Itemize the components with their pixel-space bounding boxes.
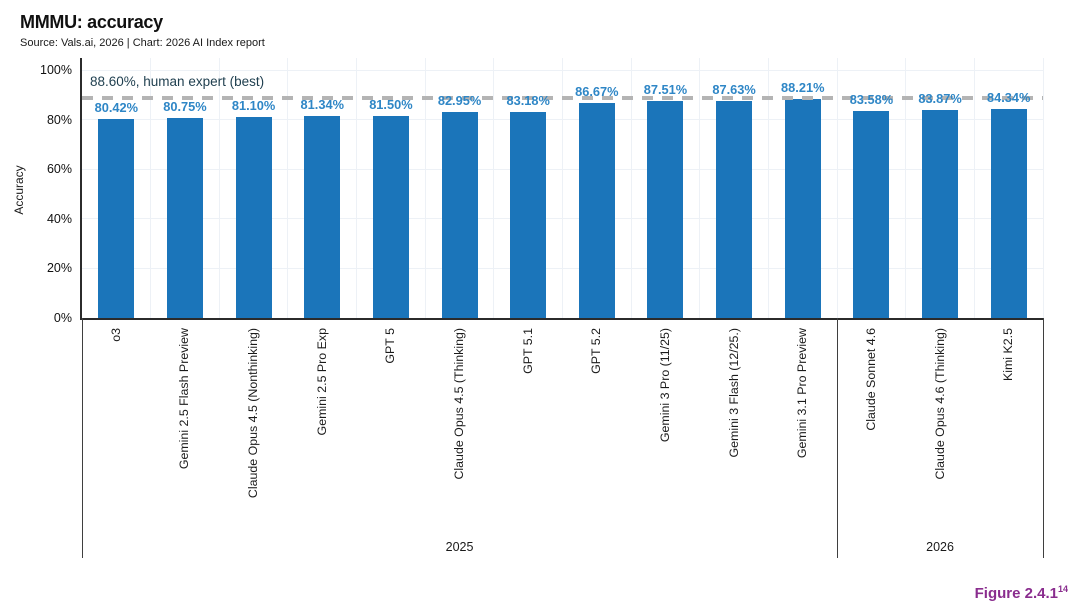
y-axis-tick: 40% [46, 211, 72, 226]
gridline-v [973, 58, 975, 318]
bar [235, 116, 272, 318]
bar [647, 100, 684, 318]
figure-label-text: Figure 2.4.1 [974, 585, 1058, 602]
gridline-v [836, 58, 838, 318]
bar [372, 115, 409, 318]
bar [578, 103, 615, 318]
gridline-v [218, 58, 220, 318]
bar-value-label: 83.87% [918, 91, 962, 106]
bar-value-label: 81.10% [231, 97, 276, 113]
x-axis-label: Claude Opus 4.5 (Nonthinking) [246, 328, 261, 499]
bar-value-label: 80.75% [163, 98, 207, 114]
x-axis-label: o3 [108, 328, 123, 342]
gridline-v [1042, 58, 1044, 318]
chart-title: MMMU: accuracy [20, 12, 163, 32]
x-axis-label: Claude Opus 4.6 (Thinking) [932, 328, 947, 480]
x-axis-label: Claude Opus 4.5 (Thinking) [452, 328, 467, 480]
bar-value-label: 88.21% [781, 80, 825, 96]
gridline-v [767, 58, 769, 318]
x-axis-label: Gemini 2.5 Flash Preview [177, 328, 192, 470]
group-divider [81, 318, 83, 558]
gridline-v [905, 58, 907, 318]
bar-value-label: 81.34% [300, 97, 344, 113]
group-divider [836, 318, 838, 558]
x-axis-label: GPT 5 [383, 328, 398, 364]
plot-area: 80.42% o3 80.75% Gemini 2.5 Flash Preview 81… [80, 58, 1044, 558]
x-axis-label: Gemini 3.1 Pro Preview [795, 328, 810, 459]
bar-value-label: 83.58% [849, 91, 894, 107]
group-label: 2025 [445, 540, 474, 554]
gridline-v [630, 58, 632, 318]
bar [98, 118, 135, 318]
reference-line [82, 96, 1043, 101]
chart-subtitle: Source: Vals.ai, 2026 | Chart: 2026 AI I… [20, 37, 265, 49]
y-axis-tick: 20% [46, 261, 72, 276]
bar-value-label: 83.18% [506, 92, 550, 108]
bar-value-label: 81.50% [369, 96, 413, 112]
x-axis-label: GPT 5.1 [520, 328, 535, 374]
y-axis-tick: 80% [46, 112, 72, 127]
gridline-v [424, 58, 426, 318]
x-axis-label: Kimi K2.5 [1001, 328, 1016, 382]
y-axis-tick: 100% [40, 63, 72, 77]
bar [990, 108, 1027, 318]
bar-value-label: 87.63% [712, 81, 756, 97]
x-axis-label: Gemini 3 Flash (12/25.) [726, 328, 741, 458]
group-divider [1042, 318, 1044, 558]
gridline-v [356, 58, 358, 318]
bar-value-label: 82.95% [437, 93, 482, 109]
gridline-v [562, 58, 563, 318]
gridline-v [493, 58, 495, 318]
figure-label: Figure 2.4.114 [975, 584, 1068, 602]
x-axis-label: GPT 5.2 [589, 328, 604, 374]
bar [922, 110, 959, 318]
gridline-v [287, 58, 289, 318]
bar [304, 116, 341, 318]
y-axis-line [80, 58, 82, 320]
x-axis-label: Gemini 2.5 Pro Exp [314, 328, 329, 436]
bar-value-label: 86.67% [575, 84, 619, 100]
reference-line-label: 88.60%, human expert (best) [90, 74, 265, 89]
y-axis-tick: 0% [53, 311, 72, 325]
gridline-v [699, 58, 701, 318]
group-label: 2026 [926, 540, 954, 554]
bar [784, 99, 821, 318]
y-axis-tick: 60% [46, 162, 72, 177]
x-axis-label: Claude Sonnet 4.6 [863, 328, 878, 431]
bar [510, 111, 547, 318]
bar [853, 110, 890, 318]
x-axis-label: Gemini 3 Pro (11/25) [657, 328, 672, 443]
x-axis-line [82, 318, 1043, 320]
bar [166, 117, 203, 318]
gridline-v [150, 58, 152, 318]
bar-value-label: 87.51% [643, 81, 688, 97]
bar [441, 112, 478, 318]
bar-value-label: 80.42% [94, 99, 139, 115]
bar [716, 100, 753, 318]
figure-label-superscript: 14 [1057, 584, 1068, 594]
bar-value-label: 84.34% [986, 89, 1031, 105]
